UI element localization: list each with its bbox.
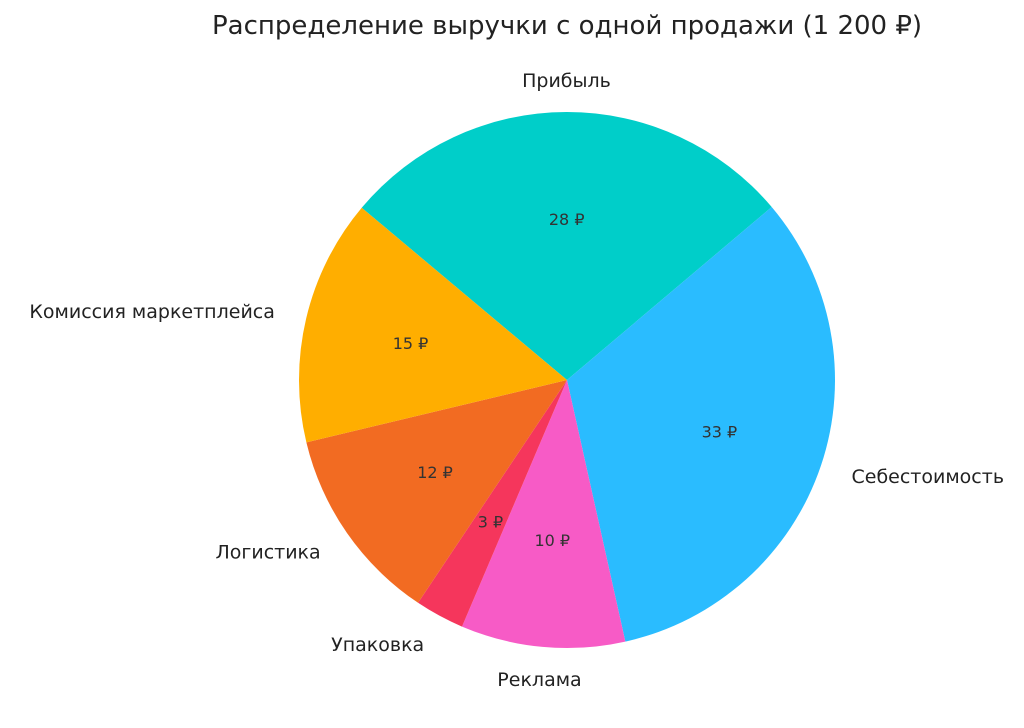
category-label-2: Себестоимость: [852, 466, 1005, 488]
chart-title: Распределение выручки с одной продажи (1…: [212, 11, 922, 41]
value-labels: 28 ₽ 33 ₽ 10 ₽ 3 ₽ 12 ₽ 15 ₽: [393, 210, 738, 550]
category-label-3: Реклама: [497, 669, 581, 691]
pie-slice-2: [567, 207, 835, 642]
pie-slices: [299, 111, 835, 648]
category-label-5: Логистика: [215, 542, 320, 564]
value-label-4: 3 ₽: [478, 512, 503, 531]
pie-slice-1: [361, 111, 772, 381]
value-label-1: 28 ₽: [549, 210, 585, 229]
category-label-6: Комиссия маркетплейса: [29, 301, 274, 323]
category-label-4: Упаковка: [331, 634, 424, 656]
pie-slice-6: [299, 207, 567, 443]
pie-slice-3: [461, 380, 626, 648]
value-label-2: 33 ₽: [702, 422, 738, 441]
category-labels: Прибыль Себестоимость Реклама Упаковка Логис…: [29, 70, 1004, 691]
value-label-3: 10 ₽: [534, 531, 570, 550]
pie-slice-5: [306, 380, 567, 603]
value-label-5: 12 ₽: [417, 463, 453, 482]
pie-slice-4: [418, 380, 567, 627]
value-label-6: 15 ₽: [393, 334, 429, 353]
category-label-1: Прибыль: [522, 70, 611, 92]
